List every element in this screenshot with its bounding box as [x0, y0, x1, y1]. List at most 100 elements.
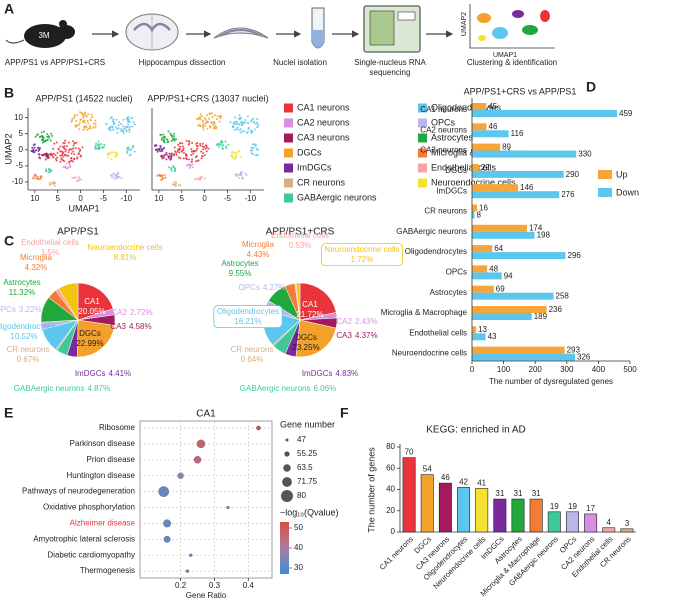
value-label: 459	[619, 109, 633, 118]
cell-dot	[257, 148, 260, 151]
slice-name: Microglia	[20, 253, 53, 262]
cell-dot	[70, 152, 73, 155]
legend-label: CA3 neurons	[297, 132, 350, 142]
mouse-body	[24, 24, 66, 48]
cell-dot	[114, 155, 117, 158]
cell-dot	[191, 166, 194, 169]
cell-dot	[68, 161, 71, 164]
cell-dot	[81, 114, 84, 117]
cell-dot	[170, 153, 173, 156]
slice-label: OPCs 4.27%	[238, 283, 285, 292]
slice-label: DGCs 22.99%	[76, 329, 103, 348]
pie-slice	[295, 282, 301, 321]
cell-dot	[173, 166, 176, 169]
cell-dot	[246, 115, 249, 118]
cell-dot	[48, 167, 51, 170]
cell-dot	[71, 118, 74, 121]
x-tick-label: -5	[100, 194, 108, 203]
legend-swatch	[284, 163, 293, 173]
cell-dot	[188, 166, 191, 169]
cell-dot	[59, 154, 62, 157]
cell-dot	[170, 156, 173, 159]
slice-label: ImDGCs 4.83%	[302, 369, 358, 378]
cell-dot	[252, 147, 255, 150]
slice-label: ImDGCs 4.41%	[75, 369, 131, 378]
cell-dot	[103, 143, 106, 146]
cell-dot	[61, 159, 64, 162]
cell-dot	[162, 147, 165, 150]
slice-value: 22.99%	[76, 339, 103, 348]
cell-dot	[108, 152, 111, 155]
cell-dot	[121, 125, 124, 128]
cell-dot	[39, 157, 42, 160]
cell-dot	[212, 123, 215, 126]
step-label: APP/PS1 vs APP/PS1+CRS	[5, 58, 105, 67]
slice-label: Endothelial cells 0.53%	[271, 231, 329, 250]
cell-dot	[40, 154, 43, 157]
legend-swatch	[284, 193, 293, 203]
cell-dot	[70, 159, 73, 162]
cell-dot	[179, 147, 182, 150]
cell-dot	[210, 112, 213, 115]
y-axis-label: UMAP2	[3, 133, 13, 164]
x-tick-label: 0.4	[243, 581, 255, 590]
cell-dot	[173, 137, 176, 140]
slice-value: 4.41%	[108, 369, 131, 378]
value-label: 31	[514, 489, 523, 498]
value-label: 64	[494, 244, 503, 253]
value-label: 326	[577, 353, 591, 362]
sequencer-screen	[397, 11, 416, 21]
bar	[493, 498, 507, 533]
cell-dot	[156, 174, 159, 177]
cell-dot	[109, 117, 112, 120]
slice-label: CA3 4.58%	[110, 322, 151, 331]
cell-dot	[132, 146, 135, 149]
cell-dot	[210, 120, 213, 123]
cell-dot	[191, 163, 194, 166]
cell-dot	[169, 132, 172, 135]
cell-dot	[194, 178, 197, 181]
cell-dot	[204, 118, 207, 121]
cell-dot	[54, 154, 57, 157]
cell-dot	[91, 116, 94, 119]
legend-swatch	[284, 148, 293, 158]
cell-dot	[162, 154, 165, 157]
category-label: Alzheimer disease	[70, 519, 136, 528]
cell-dot	[73, 142, 76, 145]
cell-dot	[100, 143, 103, 146]
cell-dot	[67, 151, 70, 154]
cell-dot	[53, 142, 56, 145]
legend-label: DGCs	[297, 147, 322, 157]
cell-dot	[113, 173, 116, 176]
cell-dot	[162, 139, 165, 142]
cell-dot	[206, 127, 209, 130]
cell-dot	[250, 146, 253, 149]
plot-title: APP/PS1 (14522 nuclei)	[35, 93, 132, 103]
legend-swatch	[418, 163, 427, 173]
cell-dot	[46, 133, 49, 136]
slice-value: 4.87%	[88, 384, 111, 393]
cell-dot	[61, 151, 64, 154]
cell-dot	[171, 137, 174, 140]
size-legend-dot	[283, 464, 291, 472]
category-label: DGCs	[445, 166, 467, 175]
bar	[472, 110, 618, 117]
cell-dot	[197, 124, 200, 127]
slice-name: CA2	[111, 308, 127, 317]
size-legend-dot	[282, 477, 292, 487]
cell-dot	[105, 122, 108, 125]
cell-dot	[199, 118, 202, 121]
cell-dot	[173, 180, 176, 183]
cell-dot	[252, 117, 255, 120]
cell-dot	[245, 131, 248, 134]
cell-dot	[159, 174, 162, 177]
cell-dot	[98, 147, 101, 150]
slice-value: 16.21%	[234, 317, 261, 326]
y-tick-label: 0	[391, 527, 396, 536]
slice-name: CA2	[336, 317, 352, 326]
value-label: 48	[489, 264, 498, 273]
cell-dot	[255, 154, 258, 157]
bar	[472, 306, 547, 313]
cell-dot	[179, 183, 182, 186]
bar	[472, 346, 565, 354]
